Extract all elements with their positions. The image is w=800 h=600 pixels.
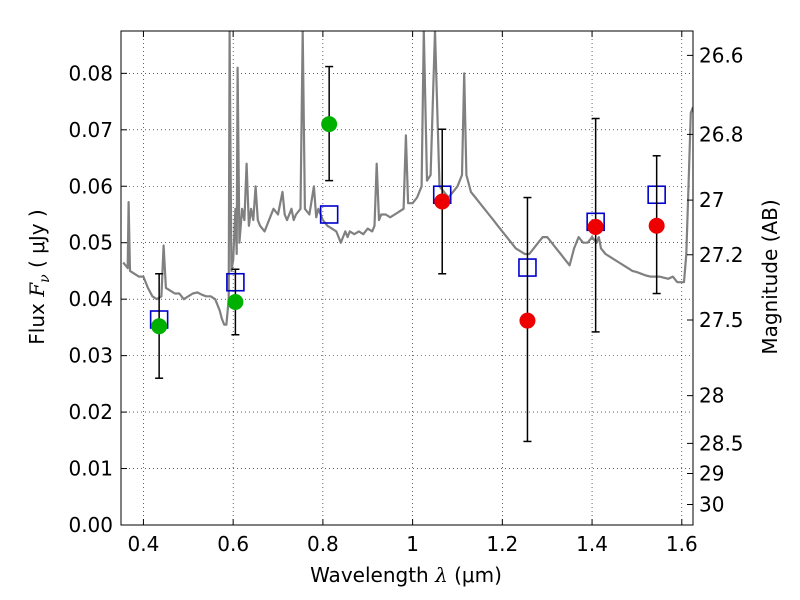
x-axis-label-unit: (μm) [448,563,502,587]
y2-tick-label: 26.6 [699,43,744,67]
observed-point [587,218,604,235]
y2-tick-label: 27.2 [699,243,744,267]
y2-tick-label: 29 [699,462,724,486]
y-axis-label-unit: ( μJy ) [25,209,49,274]
x-axis-label-text: Wavelength [310,563,435,587]
y-axis-label-subscript: ν [37,274,53,283]
spectrum-line [122,31,693,326]
y-axis-label-text: Flux [25,297,49,345]
observed-point [648,217,665,234]
x-tick-label: 0.4 [128,532,160,556]
y-axis-label-symbol: F [25,282,49,298]
observed-point [227,293,244,310]
y-tick-label: 0.06 [68,174,113,198]
y-axis-label: Flux Fν ( μJy ) [25,209,53,344]
y2-tick-label: 30 [699,493,724,517]
y2-tick-label: 26.8 [699,122,744,146]
y-tick-label: 0.07 [68,118,113,142]
observed-point [519,312,536,329]
x-tick-label: 0.8 [307,532,339,556]
x-axis-label: Wavelength λ (μm) [310,563,502,587]
x-tick-label: 0.6 [217,532,249,556]
y2-tick-label: 27 [699,188,724,212]
y-tick-label: 0.02 [68,400,113,424]
observed-point [151,318,168,335]
x-tick-label: 1 [406,532,419,556]
y-tick-label: 0.05 [68,231,113,255]
x-axis-label-symbol: λ [434,563,448,587]
spectrum-layer [122,31,693,326]
y2-tick-label: 28.5 [699,431,744,455]
y-tick-label: 0.04 [68,287,113,311]
observed-point [321,116,338,133]
y2-axis-label: Magnitude (AB) [758,199,782,354]
plot-frame [120,30,694,526]
grid-lines [121,31,693,525]
data-points-layer [149,65,666,443]
x-tick-label: 1.2 [486,532,518,556]
observed-point [434,193,451,210]
y2-tick-label: 27.5 [699,308,744,332]
model-point [319,205,339,224]
y-tick-label: 0.01 [68,457,113,481]
x-tick-label: 1.6 [666,532,698,556]
y-tick-label: 0.00 [68,513,113,537]
y-tick-label: 0.08 [68,61,113,85]
x-tick-label: 1.4 [576,532,608,556]
y-tick-label: 0.03 [68,344,113,368]
y2-tick-label: 28 [699,384,724,408]
ticks-layer: 0.4 0.6 0.8 1 1.2 1.4 1.6 0.00 0.01 0.02 0.03 0.04 0… [68,31,744,556]
